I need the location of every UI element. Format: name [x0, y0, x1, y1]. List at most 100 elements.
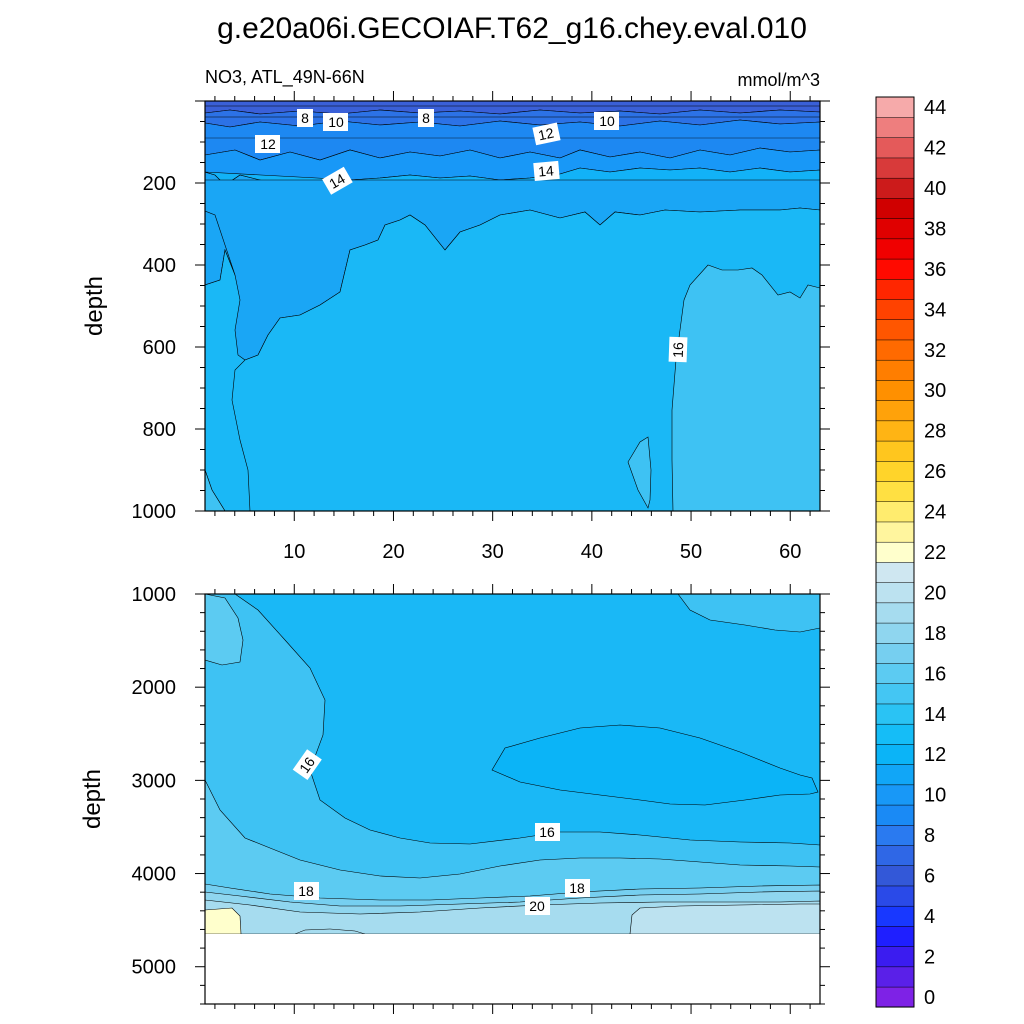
colorbar-swatch	[875, 258, 915, 280]
label-16-a-text: 16	[670, 342, 687, 358]
label-10-a-text: 10	[328, 114, 344, 130]
label-16-b: 16	[292, 749, 322, 780]
axes-layer: 10 20 30 40 50 60 200 400 600 800 1000 1000 2000 3000…	[132, 91, 830, 1014]
upper-y-tick-label: 800	[143, 419, 176, 441]
colorbar-swatch	[875, 662, 915, 684]
colorbar-label: 0	[924, 987, 935, 1009]
colorbar-label: 4	[924, 906, 935, 928]
colorbar-swatch	[875, 824, 915, 846]
colorbar-swatch	[875, 541, 915, 563]
colorbar-swatch	[875, 743, 915, 765]
lower-fill-level-16-ne	[677, 594, 820, 633]
units-label: mmol/m^3	[738, 70, 820, 90]
colorbar-label: 12	[924, 744, 946, 766]
colorbar-label: 36	[924, 259, 946, 281]
colorbar-swatch	[875, 642, 915, 664]
colorbar-swatch	[875, 197, 915, 219]
label-12-a-text: 12	[260, 136, 276, 152]
label-16-a: 16	[668, 336, 688, 363]
colorbar-swatch	[875, 683, 915, 705]
lower-fill-level-21	[629, 903, 820, 935]
colorbar-label: 34	[924, 299, 946, 321]
colorbar-swatch	[875, 137, 915, 159]
lower-y-axis-label: depth	[79, 769, 106, 829]
lower-y-tick-label: 2000	[132, 677, 177, 699]
upper-x-tick-label: 10	[283, 541, 305, 563]
colorbar-swatch	[875, 177, 915, 199]
upper-x-tick-label: 60	[779, 541, 801, 563]
label-20-a-text: 20	[529, 898, 545, 914]
colorbar-swatch	[875, 480, 915, 502]
colorbar-swatch	[875, 622, 915, 644]
colorbar-swatch	[875, 319, 915, 341]
label-18-b-text: 18	[569, 880, 585, 896]
label-10-b: 10	[594, 112, 619, 130]
colorbar-swatch	[875, 784, 915, 806]
colorbar-swatch	[875, 865, 915, 887]
figure-title: g.e20a06i.GECOIAF.T62_g16.chey.eval.010	[217, 12, 807, 45]
label-8-b-text: 8	[422, 110, 430, 126]
label-14-a: 14	[322, 166, 353, 195]
colorbar-swatch	[875, 885, 915, 907]
label-10-a: 10	[323, 113, 348, 131]
colorbar-swatch	[875, 582, 915, 604]
upper-y-axis-label: depth	[81, 276, 108, 336]
label-20-a: 20	[525, 897, 550, 915]
colorbar-swatch	[875, 359, 915, 381]
colorbar-label: 6	[924, 866, 935, 888]
lower-y-tick-label: 4000	[132, 864, 177, 886]
colorbar-swatch	[875, 96, 915, 118]
colorbar-label: 26	[924, 461, 946, 483]
label-14-b-text: 14	[538, 162, 555, 179]
upper-fill-level-16-east	[671, 264, 820, 511]
label-10-b-text: 10	[599, 113, 615, 129]
colorbar-swatch	[875, 844, 915, 866]
colorbar-swatch	[875, 238, 915, 260]
colorbar-swatch	[875, 946, 915, 968]
label-18-a: 18	[294, 882, 319, 900]
upper-fill-level-16-pocket	[627, 436, 652, 509]
upper-x-tick-label: 30	[482, 541, 504, 563]
label-12-b-text: 12	[537, 125, 556, 144]
upper-y-tick-label: 400	[143, 255, 176, 277]
colorbar-swatch	[875, 420, 915, 442]
colorbar-swatch	[875, 116, 915, 138]
colorbar-label: 28	[924, 421, 946, 443]
colorbar-label: 10	[924, 785, 946, 807]
lower-contour-panel: 16 16 18 18 20	[205, 594, 820, 1004]
colorbar-swatch	[875, 925, 915, 947]
colorbar-label: 8	[924, 825, 935, 847]
colorbar-swatch	[875, 764, 915, 786]
colorbar-label: 18	[924, 623, 946, 645]
colorbar-swatch	[875, 440, 915, 462]
colorbar-frame	[875, 96, 915, 1008]
upper-contour-labels: 8 10 8 10 12 12 14 14 16	[255, 109, 688, 363]
lower-fill-level-22-pocket	[205, 907, 242, 935]
colorbar-label: 40	[924, 178, 946, 200]
upper-y-tick-label: 200	[143, 173, 176, 195]
label-14-a-text: 14	[326, 170, 348, 192]
upper-fill-level-15-main	[205, 207, 820, 511]
colorbar-label: 38	[924, 218, 946, 240]
colorbar-label: 42	[924, 138, 946, 160]
lower-contour-bottom-arc	[294, 928, 366, 935]
colorbar-swatch	[875, 218, 915, 240]
lower-y-tick-label: 3000	[132, 770, 177, 792]
colorbar-swatch	[875, 905, 915, 927]
colorbar-swatch	[875, 703, 915, 725]
upper-x-tick-label: 50	[680, 541, 702, 563]
colorbar-swatch	[875, 278, 915, 300]
colorbar-swatch	[875, 501, 915, 523]
lower-fill-level-16-west	[205, 594, 820, 935]
colorbar-swatch	[875, 804, 915, 826]
upper-contour-panel: 8 10 8 10 12 12 14 14 16	[205, 101, 820, 511]
colorbar-label: 16	[924, 663, 946, 685]
colorbar-swatch	[875, 986, 915, 1008]
colorbar-swatch	[875, 602, 915, 624]
colorbar-swatch	[875, 561, 915, 583]
label-8-a: 8	[297, 109, 313, 127]
lower-y-tick-label: 1000	[132, 584, 177, 606]
label-18-b: 18	[565, 879, 590, 897]
colorbar-label: 30	[924, 380, 946, 402]
